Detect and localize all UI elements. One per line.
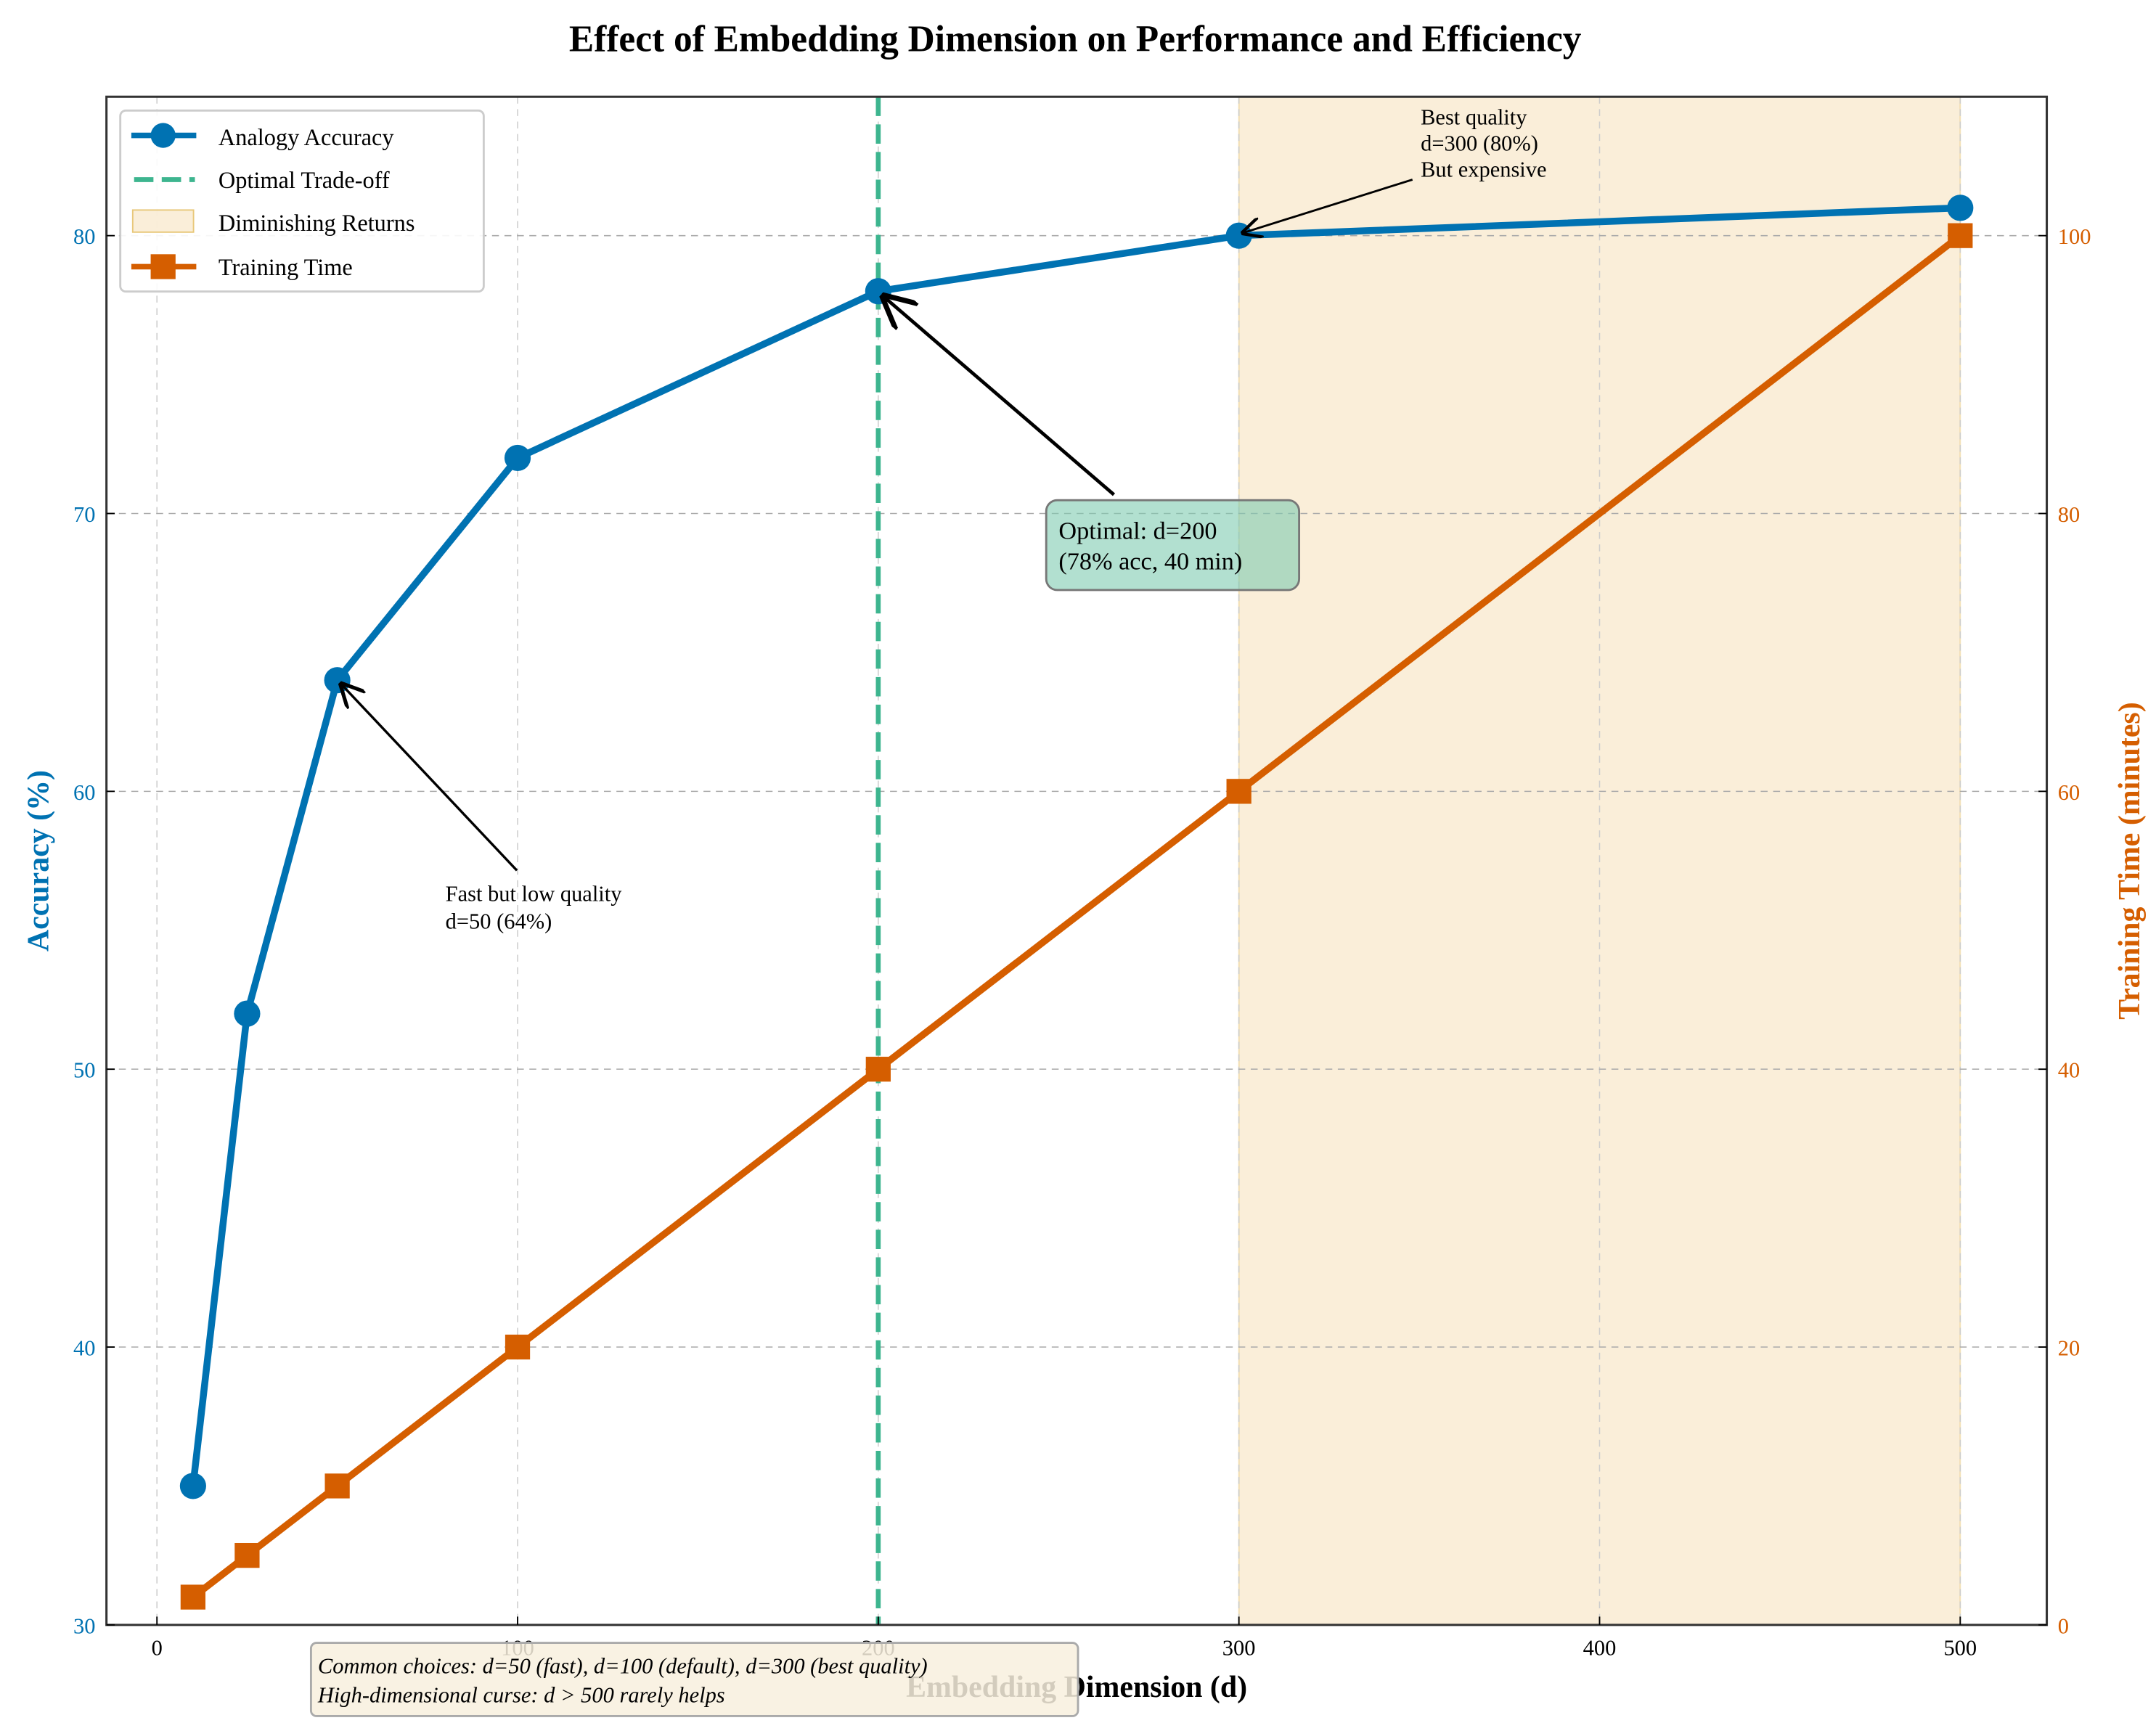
accuracy-marker — [179, 1473, 206, 1499]
y-tick-label: 70 — [73, 502, 95, 527]
legend-span-swatch — [131, 209, 195, 233]
legend-label: Diminishing Returns — [219, 210, 415, 236]
annotation-text: Fast but low quality — [446, 881, 623, 906]
accuracy-marker — [1225, 222, 1252, 249]
training-time-marker — [180, 1584, 206, 1610]
training-time-marker — [324, 1473, 350, 1499]
annotation-arrow — [883, 297, 1116, 496]
annotation-text: Optimal: d=200 — [1058, 517, 1217, 544]
x-tick-label: 300 — [1222, 1636, 1256, 1661]
legend-label: Training Time — [219, 254, 353, 280]
annotation-arrow — [1243, 179, 1413, 232]
training-time-marker — [865, 1057, 891, 1082]
x-tick-label: 0 — [152, 1636, 163, 1661]
y2-tick-label: 20 — [2058, 1335, 2080, 1360]
annotation-text: d=300 (80%) — [1421, 131, 1538, 156]
legend-label: Optimal Trade-off — [219, 167, 390, 193]
annotation-text: But expensive — [1421, 157, 1546, 182]
footnote-box — [309, 1642, 1079, 1717]
accuracy-marker — [504, 444, 531, 472]
legend — [119, 109, 485, 293]
annotation-text: Best quality — [1421, 105, 1527, 129]
chart-title: Effect of Embedding Dimension on Perform… — [569, 18, 1582, 60]
x-tick-label: 500 — [1943, 1636, 1977, 1661]
y-tick-label: 60 — [73, 780, 95, 805]
annotation-text: (78% acc, 40 min) — [1058, 547, 1242, 575]
y2-tick-label: 80 — [2058, 502, 2080, 527]
y-axis-label: Accuracy (%) — [23, 770, 56, 951]
optimal-annotation-box — [1045, 499, 1301, 592]
y-tick-label: 50 — [73, 1058, 95, 1083]
y-tick-label: 80 — [73, 224, 95, 249]
y2-axis-label: Training Time (minutes) — [2113, 702, 2147, 1019]
y2-tick-label: 0 — [2058, 1613, 2069, 1638]
legend-accuracy-marker — [150, 123, 176, 148]
annotation-text: d=50 (64%) — [446, 909, 552, 933]
plot-frame — [105, 95, 2049, 1626]
accuracy-marker — [234, 1000, 261, 1027]
footnote-text: High-dimensional curse: d > 500 rarely h… — [317, 1682, 725, 1707]
training-time-marker — [234, 1542, 260, 1568]
y2-tick-label: 100 — [2058, 224, 2091, 249]
footnote-text: Common choices: d=50 (fast), d=100 (defa… — [318, 1653, 928, 1678]
x-tick-label: 400 — [1583, 1636, 1617, 1661]
legend-time-marker — [150, 254, 176, 279]
annotation-arrow — [341, 684, 518, 872]
y2-tick-label: 40 — [2058, 1058, 2080, 1083]
accuracy-marker — [1947, 195, 1974, 221]
legend-label: Analogy Accuracy — [219, 124, 395, 150]
training-time-marker — [505, 1334, 531, 1360]
y-tick-label: 40 — [73, 1335, 95, 1360]
training-time-marker — [1226, 779, 1251, 804]
training-time-marker — [1948, 223, 1973, 248]
y2-tick-label: 60 — [2058, 780, 2080, 805]
y-tick-label: 30 — [73, 1613, 95, 1638]
